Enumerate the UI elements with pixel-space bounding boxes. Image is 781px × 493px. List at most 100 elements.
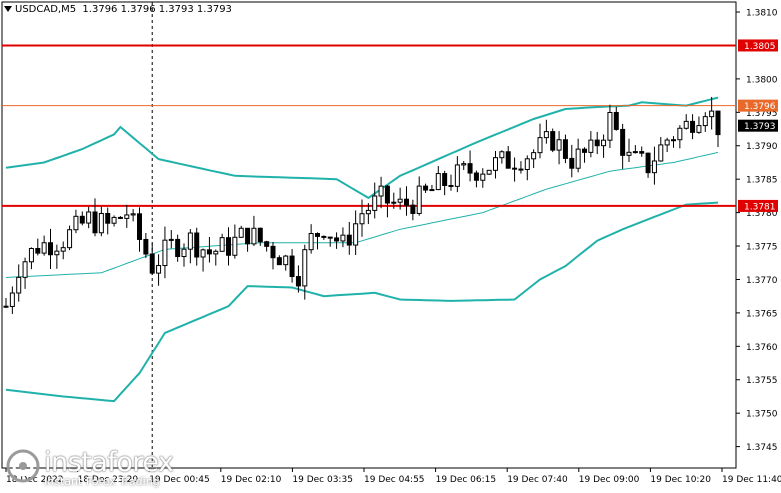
candle xyxy=(365,203,371,225)
candle xyxy=(346,221,352,255)
candle-body xyxy=(162,239,168,267)
candle xyxy=(620,123,626,169)
candle xyxy=(327,236,333,247)
candle xyxy=(187,229,193,264)
candle xyxy=(16,264,22,302)
candle xyxy=(130,209,136,222)
candle xyxy=(384,185,390,218)
support-price-label: 1.3781 xyxy=(744,202,776,212)
candle xyxy=(35,238,41,256)
candle xyxy=(245,227,251,252)
candle-body xyxy=(226,237,231,256)
candle-body xyxy=(315,233,320,237)
candle xyxy=(162,226,168,279)
candle xyxy=(480,168,486,188)
candle xyxy=(340,227,346,248)
candle-body xyxy=(696,125,702,133)
candle-body xyxy=(683,120,689,129)
candle-body xyxy=(35,248,41,254)
candle-body xyxy=(518,168,524,171)
candle-body xyxy=(340,234,346,242)
candle-body xyxy=(353,223,359,246)
x-tick-label: 19 Dec 00:45 xyxy=(149,475,210,485)
candle-body xyxy=(709,110,715,118)
candle xyxy=(397,187,403,210)
candle xyxy=(461,161,467,170)
candle xyxy=(41,235,47,256)
plot-frame xyxy=(1,1,737,469)
collapse-triangle-icon[interactable] xyxy=(4,6,12,12)
bollinger-lower-line xyxy=(5,201,719,403)
candle-body xyxy=(480,173,486,181)
y-tick-label: 1.3755 xyxy=(746,376,778,386)
candle xyxy=(3,297,9,309)
candle-body xyxy=(175,238,181,258)
candle xyxy=(404,186,409,216)
y-tick-label: 1.3810 xyxy=(746,9,778,19)
candle xyxy=(181,243,187,267)
bid-price-box xyxy=(738,99,778,112)
candle xyxy=(302,244,308,300)
candle xyxy=(194,227,200,266)
candle-body xyxy=(677,127,683,141)
y-tick-label: 1.3765 xyxy=(746,309,778,319)
candle-body xyxy=(302,249,308,287)
candle xyxy=(429,184,435,192)
candle-body xyxy=(531,152,537,160)
candle xyxy=(442,170,448,196)
candle-body xyxy=(143,238,149,255)
candle-body xyxy=(486,169,492,175)
candle-body xyxy=(372,195,378,211)
candle-body xyxy=(651,160,657,174)
candle-body xyxy=(156,265,162,274)
candle xyxy=(213,249,219,266)
candle-body xyxy=(295,276,301,287)
candle xyxy=(270,241,276,270)
candle-body xyxy=(283,255,289,266)
bollinger-middle-line xyxy=(5,151,719,278)
candle xyxy=(651,146,657,185)
candle xyxy=(9,286,15,314)
x-tick-label: 19 Dec 04:55 xyxy=(364,475,425,485)
candle-body xyxy=(200,249,206,258)
candle-body xyxy=(219,237,225,252)
candle xyxy=(276,255,282,266)
candle-body xyxy=(613,111,619,130)
candle xyxy=(168,229,174,249)
support-price-box xyxy=(738,199,778,212)
x-tick-label: 19 Dec 07:40 xyxy=(507,475,568,485)
candle-body xyxy=(467,163,473,174)
candle xyxy=(709,96,715,130)
candle xyxy=(715,110,721,147)
candle-body xyxy=(181,248,187,258)
symbol-timeframe: USDCAD,M5 xyxy=(15,4,77,15)
candle-body xyxy=(105,212,111,224)
candle xyxy=(117,216,123,220)
x-tick-label: 19 Dec 02:10 xyxy=(221,475,282,485)
candle xyxy=(473,170,479,188)
candle xyxy=(683,114,689,130)
candle xyxy=(486,169,492,176)
candle xyxy=(671,136,676,148)
candle xyxy=(295,265,301,293)
candle-body xyxy=(537,137,543,154)
candle-body xyxy=(384,185,390,204)
candle-body xyxy=(499,151,505,159)
candle-body xyxy=(556,139,562,151)
candle-body xyxy=(359,213,365,225)
price-axis: 1.3745 1.3750 1.3755 1.3760 1.3765 1.3770 1.37… xyxy=(736,9,778,453)
candle-body xyxy=(505,151,511,169)
candle-body xyxy=(404,198,409,206)
candle-body xyxy=(715,110,721,136)
candle-body xyxy=(48,242,53,256)
candle xyxy=(48,228,53,269)
candle xyxy=(645,152,651,178)
candle xyxy=(334,232,340,249)
y-tick-label: 1.3770 xyxy=(746,276,778,286)
candle-body xyxy=(588,139,594,153)
candle-body xyxy=(213,250,219,255)
candle xyxy=(60,241,66,260)
candle-body xyxy=(454,164,460,187)
y-tick-label: 1.3785 xyxy=(746,176,778,186)
candle xyxy=(550,128,556,153)
